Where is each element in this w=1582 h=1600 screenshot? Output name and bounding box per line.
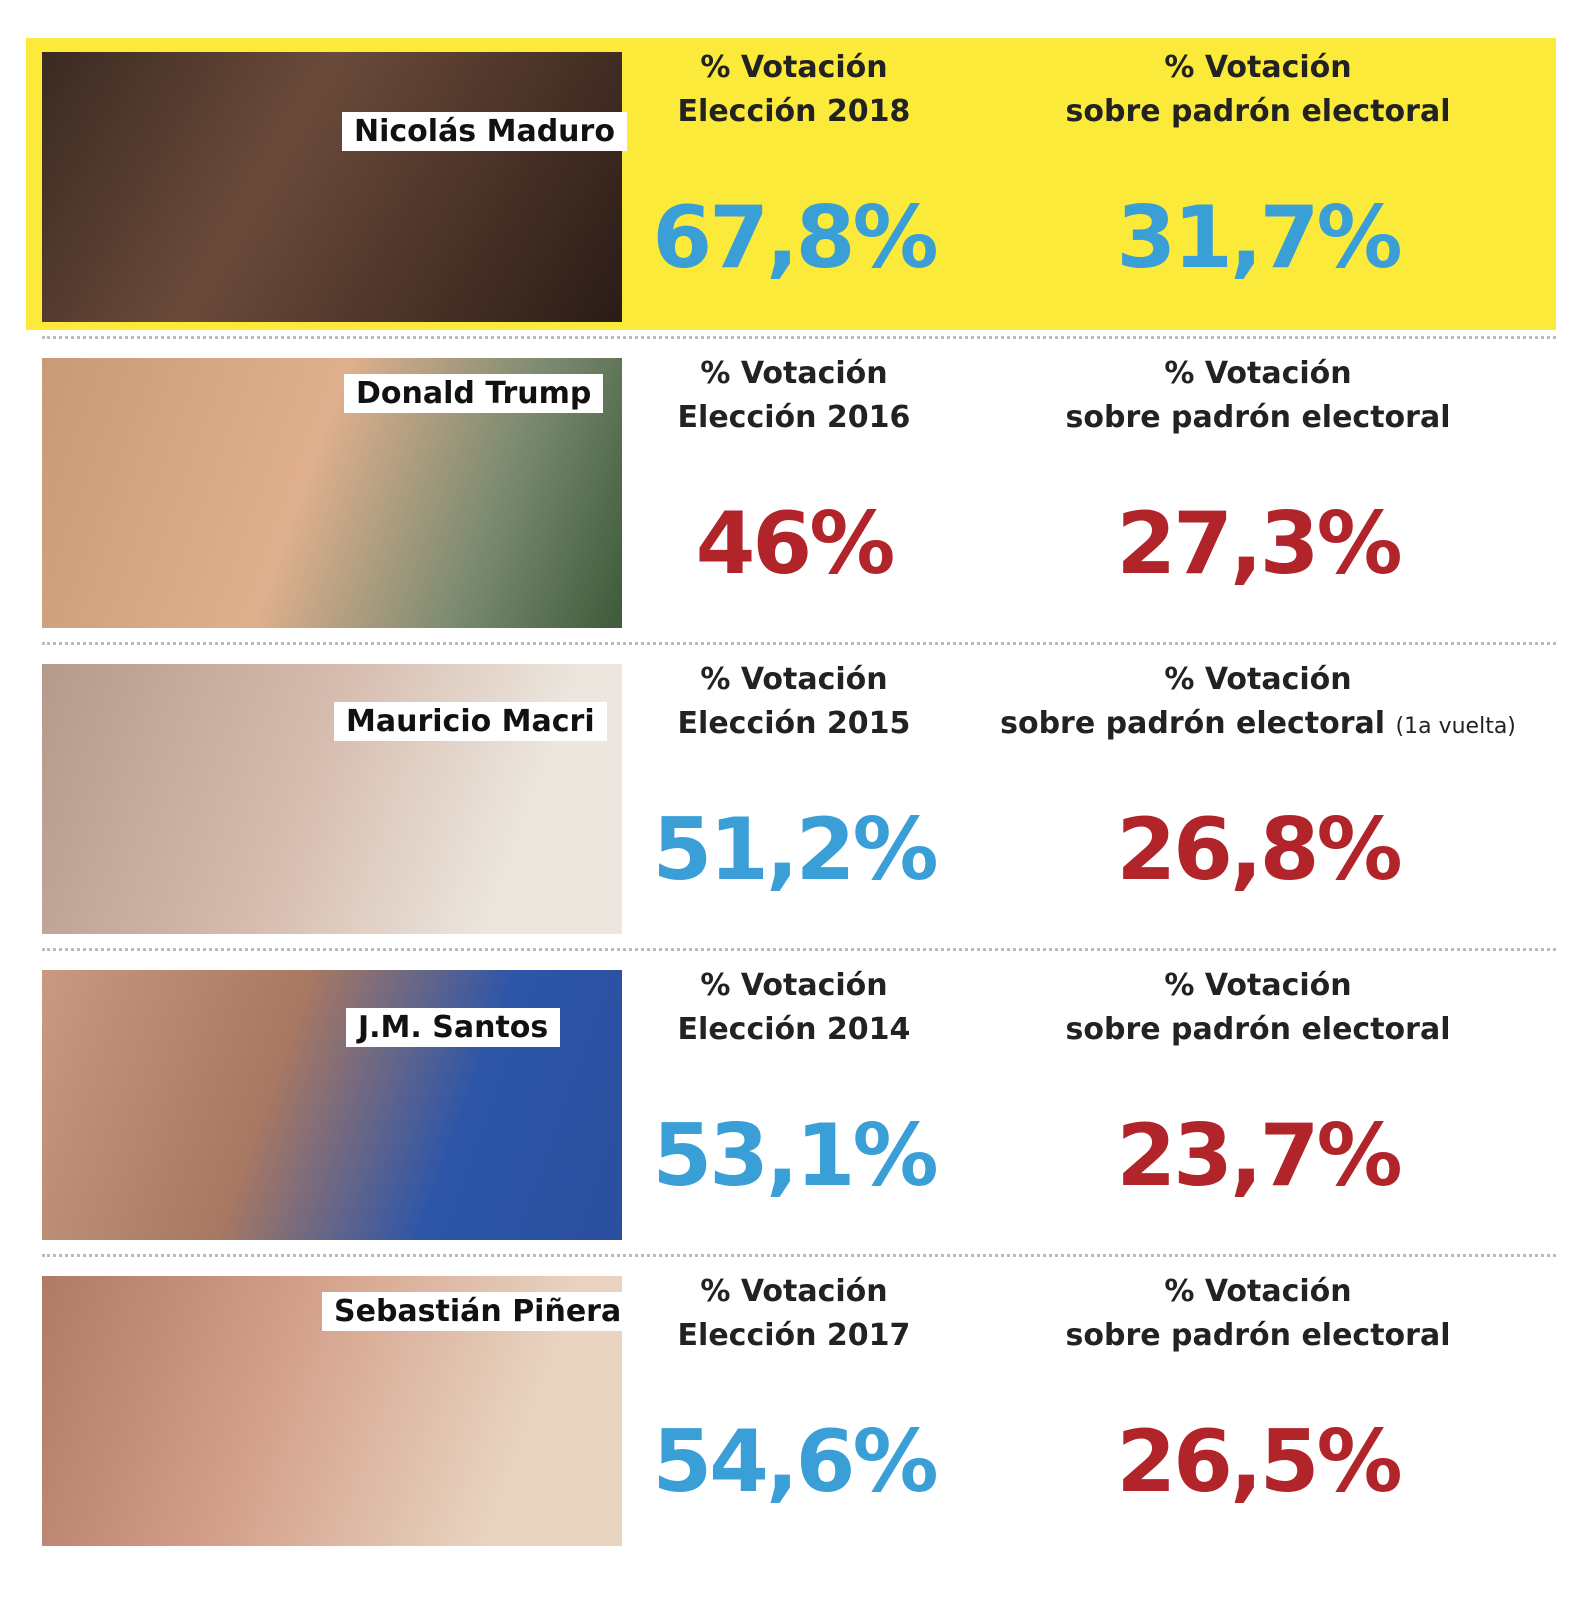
column-subheader: Elección 2016 [514, 400, 1074, 435]
subheader-text: Elección 2014 [677, 1012, 911, 1047]
separator [42, 1254, 1556, 1257]
column-subheader: Elección 2015 [514, 706, 1074, 741]
column-header: % Votación [700, 662, 888, 697]
vote-percentage: 26,5% [1116, 1412, 1402, 1512]
photo [42, 52, 622, 322]
separator [42, 948, 1556, 951]
column-header: % Votación [700, 968, 888, 1003]
column-subheader: Elección 2017 [514, 1318, 1074, 1353]
column-header: % Votación [700, 1274, 888, 1309]
person-name: Sebastián Piñera [322, 1292, 634, 1331]
column-header: % Votación [1164, 50, 1352, 85]
separator [42, 336, 1556, 339]
subheader-note: (1a vuelta) [1395, 714, 1516, 739]
subheader-text: Elección 2016 [677, 400, 911, 435]
column-subheader: sobre padrón electoral [978, 1318, 1538, 1353]
vote-percentage: 54,6% [652, 1412, 938, 1512]
vote-percentage: 27,3% [1116, 494, 1402, 594]
column-header: % Votación [700, 356, 888, 391]
subheader-text: sobre padrón electoral [1000, 706, 1386, 741]
vote-percentage: 53,1% [652, 1106, 938, 1206]
person-name: Mauricio Macri [334, 702, 607, 741]
vote-percentage: 31,7% [1116, 188, 1402, 288]
vote-percentage: 67,8% [652, 188, 938, 288]
subheader-text: sobre padrón electoral [1065, 94, 1451, 129]
person-name: Donald Trump [344, 374, 604, 413]
row: Mauricio Macri % Votación Elección 2015 51,… [26, 650, 1556, 942]
vote-percentage: 51,2% [652, 800, 938, 900]
column-header: % Votación [1164, 662, 1352, 697]
subheader-text: sobre padrón electoral [1065, 400, 1451, 435]
row: Donald Trump % Votación Elección 2016 46% % … [26, 344, 1556, 636]
separator [42, 642, 1556, 645]
row: Sebastián Piñera % Votación Elección 2017 5… [26, 1262, 1556, 1554]
column-header: % Votación [700, 50, 888, 85]
column-subheader: sobre padrón electoral [978, 94, 1538, 129]
subheader-text: Elección 2018 [677, 94, 911, 129]
column-header: % Votación [1164, 1274, 1352, 1309]
vote-percentage: 26,8% [1116, 800, 1402, 900]
subheader-text: Elección 2017 [677, 1318, 911, 1353]
column-header: % Votación [1164, 968, 1352, 1003]
vote-percentage: 46% [695, 494, 896, 594]
column-subheader: sobre padrón electoral [978, 1012, 1538, 1047]
subheader-text: sobre padrón electoral [1065, 1318, 1451, 1353]
subheader-text: Elección 2015 [677, 706, 911, 741]
column-header: % Votación [1164, 356, 1352, 391]
row: J.M. Santos % Votación Elección 2014 53,1%%… [26, 956, 1556, 1248]
subheader-text: sobre padrón electoral [1065, 1012, 1451, 1047]
person-name: Nicolás Maduro [342, 112, 627, 151]
column-subheader: Elección 2014 [514, 1012, 1074, 1047]
row: Nicolás Maduro % Votación Elección 2018 67,… [26, 38, 1556, 330]
person-name: J.M. Santos [346, 1008, 561, 1047]
column-subheader: sobre padrón electoral [978, 400, 1538, 435]
column-subheader: Elección 2018 [514, 94, 1074, 129]
vote-percentage: 23,7% [1116, 1106, 1402, 1206]
column-subheader: sobre padrón electoral (1a vuelta) [978, 706, 1538, 741]
